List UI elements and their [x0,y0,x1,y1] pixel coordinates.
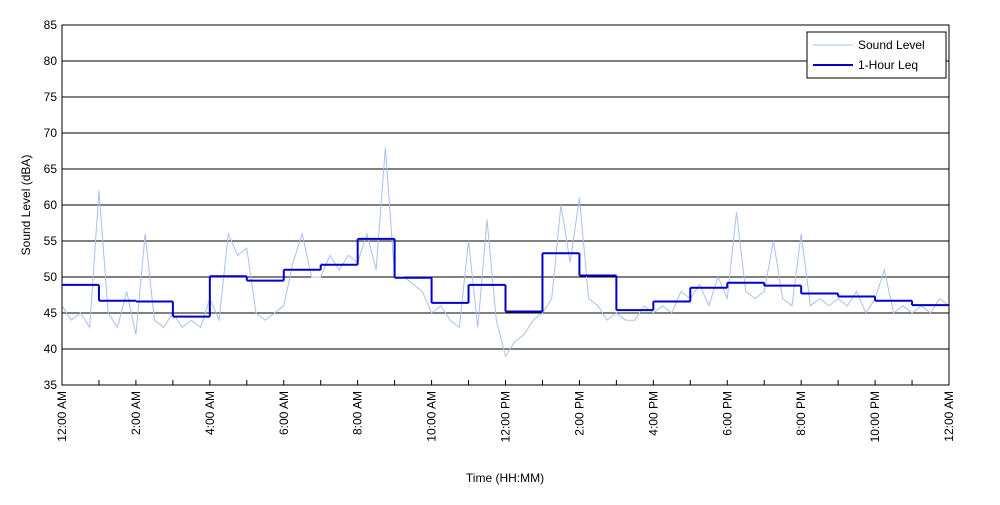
y-tick-label: 70 [44,126,58,140]
legend-label: Sound Level [858,38,925,52]
x-axis-label: Time (HH:MM) [466,471,544,485]
legend-box [806,31,947,79]
y-tick-label: 65 [44,162,58,176]
plot-frame [61,24,950,386]
y-tick-label: 50 [44,270,58,284]
y-tick-label: 75 [44,90,58,104]
y-tick-label: 40 [44,342,58,356]
y-tick-label: 85 [44,18,58,32]
y-tick-label: 35 [44,378,58,392]
x-tick-label: 12:00 AM [942,391,956,442]
x-tick-label: 4:00 AM [203,391,217,435]
y-tick-label: 80 [44,54,58,68]
x-tick-label: 12:00 AM [55,391,69,442]
x-tick-label: 8:00 AM [351,391,365,435]
x-tick-label: 4:00 PM [646,391,660,436]
y-axis-label: Sound Level (dBA) [19,155,33,256]
legend-label: 1-Hour Leq [858,58,918,72]
y-tick-label: 45 [44,306,58,320]
x-tick-label: 12:00 PM [499,391,513,442]
x-tick-label: 2:00 AM [129,391,143,435]
x-tick-label: 10:00 PM [868,391,882,442]
y-tick-label: 55 [44,234,58,248]
x-tick-label: 6:00 AM [277,391,291,435]
y-tick-label: 60 [44,198,58,212]
x-tick-label: 2:00 PM [572,391,586,436]
x-tick-label: 10:00 AM [425,391,439,442]
x-tick-label: 8:00 PM [794,391,808,436]
x-tick-label: 6:00 PM [720,391,734,436]
